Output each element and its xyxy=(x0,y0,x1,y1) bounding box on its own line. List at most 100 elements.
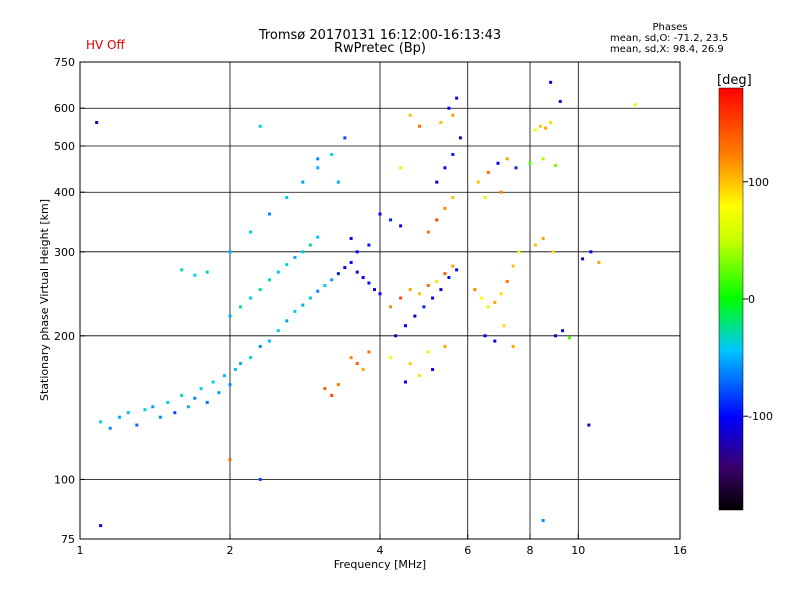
data-point xyxy=(426,350,430,354)
x-tick-label: 8 xyxy=(527,544,534,557)
colorbar-tick-label: 0 xyxy=(748,293,755,306)
data-point xyxy=(99,524,103,528)
data-point xyxy=(205,400,209,404)
data-point xyxy=(367,243,371,247)
data-point xyxy=(417,124,421,128)
data-point xyxy=(451,264,455,268)
data-point xyxy=(502,324,506,328)
data-point xyxy=(589,250,593,254)
data-point xyxy=(336,180,340,184)
data-point xyxy=(443,166,447,170)
data-point xyxy=(541,236,545,240)
data-point xyxy=(108,426,112,430)
data-point xyxy=(249,230,253,234)
data-point xyxy=(633,103,637,107)
data-point xyxy=(533,128,537,132)
data-point xyxy=(455,268,459,272)
data-point xyxy=(355,270,359,274)
data-point xyxy=(293,255,297,259)
data-point xyxy=(499,292,503,296)
data-points xyxy=(95,80,637,528)
data-point xyxy=(180,268,184,272)
data-point xyxy=(373,288,377,292)
data-point xyxy=(223,374,227,378)
data-point xyxy=(349,356,353,360)
data-point xyxy=(567,336,571,340)
data-point xyxy=(205,270,209,274)
data-point xyxy=(228,314,232,318)
data-point xyxy=(158,415,162,419)
stats-title: Phases xyxy=(652,22,688,33)
data-point xyxy=(544,126,548,130)
data-point xyxy=(228,383,232,387)
x-tick-label: 4 xyxy=(377,544,384,557)
data-point xyxy=(581,257,585,261)
data-point xyxy=(239,305,243,309)
data-point xyxy=(561,329,565,333)
data-point xyxy=(505,279,509,283)
data-point xyxy=(285,263,289,267)
data-point xyxy=(367,281,371,285)
y-axis: 75 100 200 300 400 500 600 750 xyxy=(54,56,85,546)
y-tick-label: 75 xyxy=(61,533,75,546)
data-point xyxy=(493,339,497,343)
data-point xyxy=(330,393,334,397)
data-point xyxy=(473,288,477,292)
data-point xyxy=(143,408,147,412)
data-point xyxy=(435,218,439,222)
data-point xyxy=(451,152,455,156)
data-point xyxy=(528,161,532,165)
data-point xyxy=(422,305,426,309)
data-point xyxy=(587,423,591,427)
data-point xyxy=(417,292,421,296)
y-tick-label: 600 xyxy=(54,102,75,115)
data-point xyxy=(514,166,518,170)
data-point xyxy=(361,276,365,280)
data-point xyxy=(439,121,443,125)
data-point xyxy=(361,367,365,371)
data-point xyxy=(511,264,515,268)
data-point xyxy=(228,458,232,462)
data-point xyxy=(330,152,334,156)
data-point xyxy=(355,250,359,254)
data-point xyxy=(276,270,280,274)
data-point xyxy=(480,296,484,300)
data-point xyxy=(199,387,203,391)
data-point xyxy=(95,121,99,125)
data-point xyxy=(435,279,439,283)
data-point xyxy=(267,212,271,216)
data-point xyxy=(447,276,451,280)
data-point xyxy=(426,230,430,234)
data-point xyxy=(316,166,320,170)
y-tick-label: 200 xyxy=(54,330,75,343)
x-tick-label: 1 xyxy=(77,544,84,557)
data-point xyxy=(483,334,487,338)
data-point xyxy=(249,356,253,360)
data-point xyxy=(426,283,430,287)
y-tick-label: 500 xyxy=(54,140,75,153)
data-point xyxy=(336,272,340,276)
grid-lines xyxy=(80,62,680,539)
data-point xyxy=(399,166,403,170)
data-point xyxy=(308,243,312,247)
y-tick-label: 400 xyxy=(54,186,75,199)
x-axis: 1 2 4 6 8 10 16 xyxy=(77,534,687,557)
y-tick-label: 300 xyxy=(54,246,75,259)
data-point xyxy=(451,195,455,199)
data-point xyxy=(228,250,232,254)
data-point xyxy=(117,415,121,419)
x-tick-label: 10 xyxy=(571,544,585,557)
data-point xyxy=(293,309,297,313)
y-axis-label: Stationary phase Virtual Height [km] xyxy=(38,199,51,401)
data-point xyxy=(431,296,435,300)
data-point xyxy=(343,136,347,140)
data-point xyxy=(443,344,447,348)
data-point xyxy=(193,273,197,277)
data-point xyxy=(517,250,521,254)
stats-x-mode: mean, sd,X: 98.4, 26.9 xyxy=(610,44,724,55)
data-point xyxy=(539,124,543,128)
colorbar-ticks: 100 0 -100 xyxy=(743,176,773,423)
colorbar xyxy=(718,87,744,511)
chart-subtitle: RwPretec (Bp) xyxy=(333,41,427,56)
